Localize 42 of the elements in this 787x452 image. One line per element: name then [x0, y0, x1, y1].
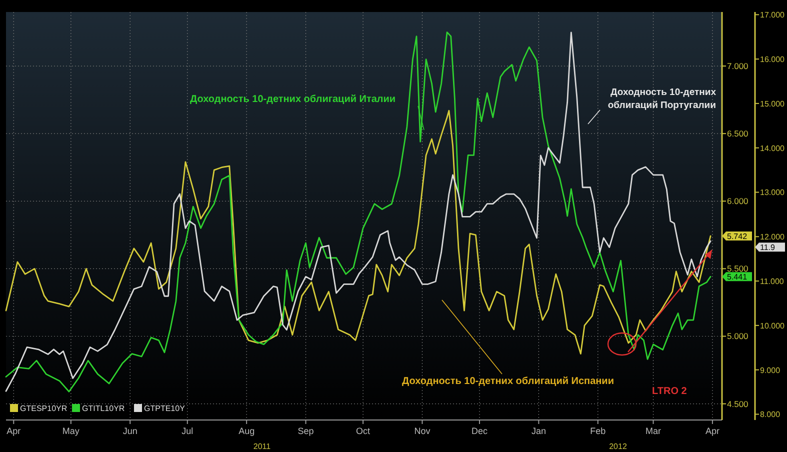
- text: 5.441: [727, 272, 748, 282]
- x-tick-label: Aug: [238, 426, 255, 436]
- x-tick-label: Oct: [356, 426, 371, 436]
- annotation: Доходность 10-детних облигаций Португалии: [608, 87, 717, 111]
- legend-label: GTPTE10Y: [144, 404, 186, 413]
- y-tick-label: 7.000: [727, 61, 749, 72]
- y2-tick-label: 10.000: [760, 321, 786, 330]
- x-tick-label: Feb: [590, 426, 606, 436]
- annotation: Доходность 10-детних облигаций Италии: [190, 94, 396, 105]
- x-tick-label: Nov: [414, 426, 431, 436]
- y2-tick-label: 15.000: [760, 99, 786, 108]
- y2-tick-label: 9.000: [760, 366, 781, 375]
- text: 2012: [609, 442, 628, 451]
- legend-label: GTESP10YR: [20, 404, 68, 413]
- x-tick-label: Jun: [122, 426, 138, 436]
- y2-tick-label: 8.000: [760, 410, 781, 420]
- x-tick-label: Sep: [298, 426, 314, 436]
- x-tick-label: Jul: [182, 426, 194, 436]
- x-tick-label: Apr: [705, 426, 720, 436]
- y-tick-label: 5.000: [727, 331, 749, 342]
- y2-tick-label: 11.000: [760, 277, 784, 286]
- annotation: LTRO 2: [652, 386, 688, 397]
- x-tick-label: Jan: [531, 426, 546, 436]
- y2-tick-label: 13.000: [760, 188, 786, 198]
- text: 2011: [253, 442, 272, 451]
- y2-tick-label: 14.000: [760, 144, 786, 153]
- text: 11.9: [760, 243, 776, 252]
- x-tick-label: Apr: [6, 426, 21, 436]
- line-series: [5, 110, 712, 354]
- y-tick-label: 6.500: [727, 128, 749, 139]
- x-tick-label: Dec: [472, 426, 488, 436]
- x-tick-label: May: [62, 426, 80, 436]
- annotation: Доходность 10-детних облигаций Испании: [402, 376, 614, 387]
- y-tick-label: 5.500: [727, 264, 749, 274]
- y-tick-label: 4.500: [727, 398, 749, 409]
- x-tick-label: Mar: [646, 426, 662, 436]
- y2-tick-label: 16.000: [760, 55, 786, 64]
- y2-tick-label: 17.000: [760, 10, 786, 20]
- legend-label: GTITL10YR: [82, 404, 125, 413]
- y-tick-label: 6.000: [727, 196, 749, 206]
- text: 5.742: [727, 232, 748, 241]
- y2-tick-label: 12.000: [760, 232, 786, 242]
